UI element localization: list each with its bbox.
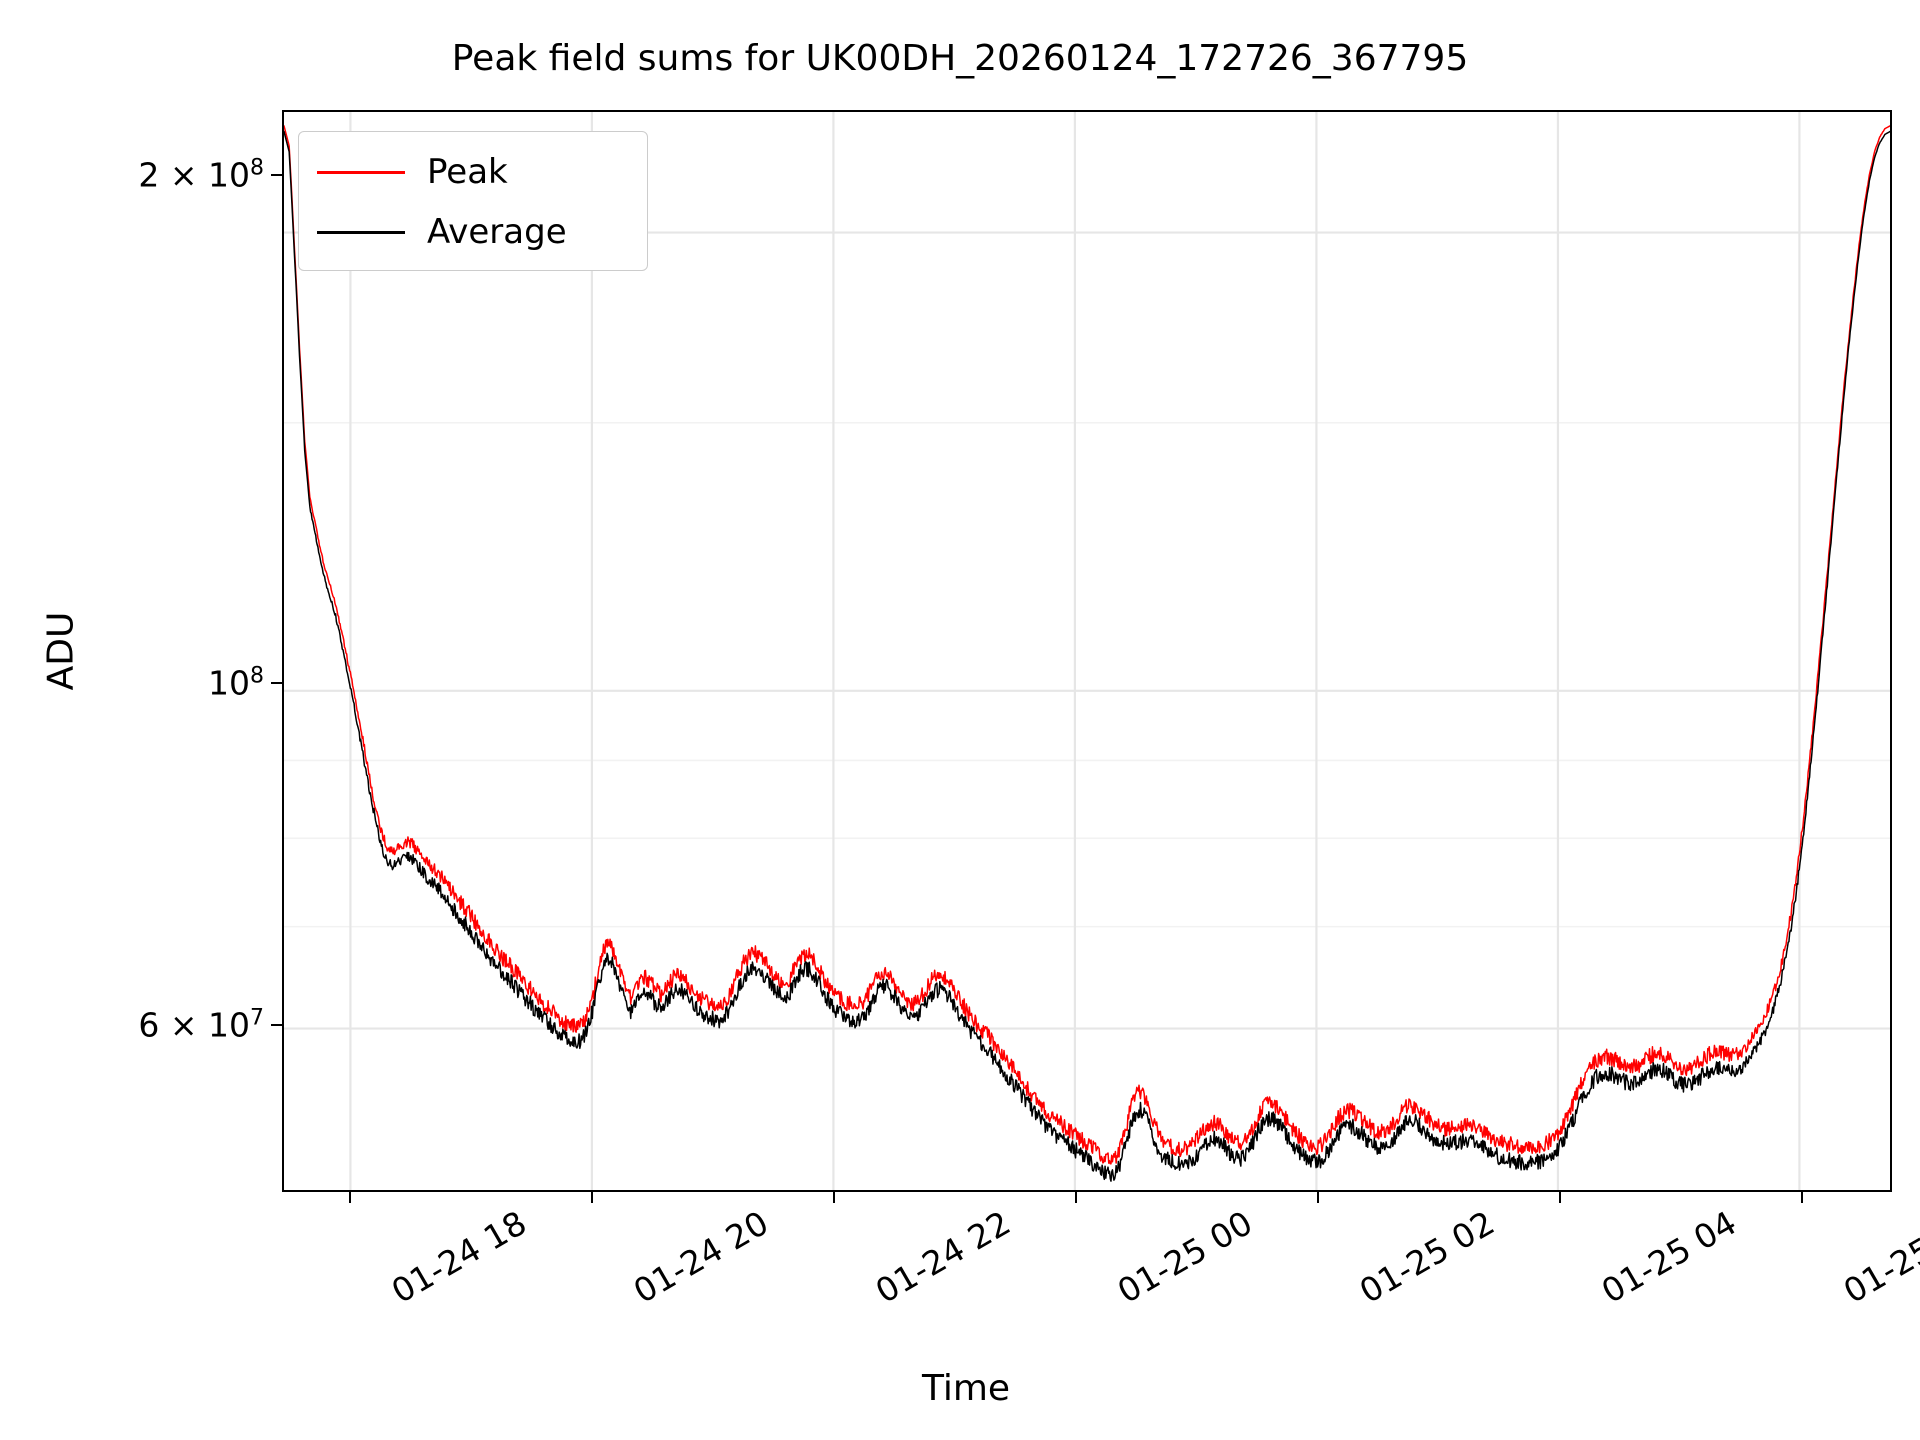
x-tick-label: 01-24 18: [384, 1203, 533, 1311]
x-tick-label: 01-25 06: [1837, 1203, 1920, 1311]
chart-title: Peak field sums for UK00DH_20260124_1727…: [451, 38, 1469, 79]
y-tick-mark: [271, 1024, 282, 1027]
x-axis-label-text: Time: [921, 1368, 1011, 1409]
x-tick-label: 01-25 00: [1110, 1203, 1259, 1311]
legend-color-swatch-peak: [317, 170, 405, 174]
y-tick-exponent: 8: [250, 663, 264, 689]
x-tick-mark: [590, 1192, 593, 1203]
x-axis-label: Time: [0, 1368, 1920, 1409]
legend-label-average: Average: [427, 212, 567, 252]
x-tick-label: 01-24 20: [626, 1203, 775, 1311]
x-tick-mark: [348, 1192, 351, 1203]
y-tick-exponent: 7: [250, 1005, 264, 1031]
y-tick-mantissa: 10: [208, 663, 250, 703]
chart-series-lines: [284, 125, 1890, 1182]
legend-entry-average: Average: [313, 202, 633, 262]
y-tick-label-6e7: 6 × 107: [138, 1006, 264, 1045]
x-axis-tick-labels: 01-24 18 01-24 20 01-24 22 01-25 00 01-25 02…: [0, 1203, 1920, 1373]
y-axis-tick-labels: 2 × 108 108 6 × 107: [30, 110, 264, 1192]
x-tick-mark: [1074, 1192, 1078, 1203]
x-tick-label: 01-25 04: [1594, 1203, 1743, 1311]
y-tick-mark: [271, 174, 282, 177]
legend-color-swatch-average: [317, 230, 405, 234]
y-tick-label-1e8: 108: [208, 664, 264, 703]
y-tick-mark: [271, 682, 282, 685]
x-tick-label: 01-24 22: [868, 1203, 1017, 1311]
x-tick-mark: [1559, 1192, 1562, 1203]
x-tick-mark: [1317, 1192, 1320, 1203]
y-tick-label-2e8: 2 × 108: [138, 156, 264, 195]
plot-area: [282, 110, 1892, 1192]
y-axis-label-wrapper: ADU: [41, 0, 82, 691]
legend-label-peak: Peak: [427, 152, 508, 192]
chart-gridlines: [284, 112, 1890, 1190]
x-tick-mark: [1801, 1192, 1804, 1203]
legend-entry-peak: Peak: [313, 142, 633, 202]
chart-legend: Peak Average: [298, 131, 648, 271]
x-tick-mark: [832, 1192, 835, 1203]
y-tick-mantissa: 2 × 10: [138, 155, 250, 195]
y-tick-mantissa: 6 × 10: [138, 1005, 250, 1045]
x-tick-label: 01-25 02: [1352, 1203, 1501, 1311]
y-tick-exponent: 8: [250, 155, 264, 181]
